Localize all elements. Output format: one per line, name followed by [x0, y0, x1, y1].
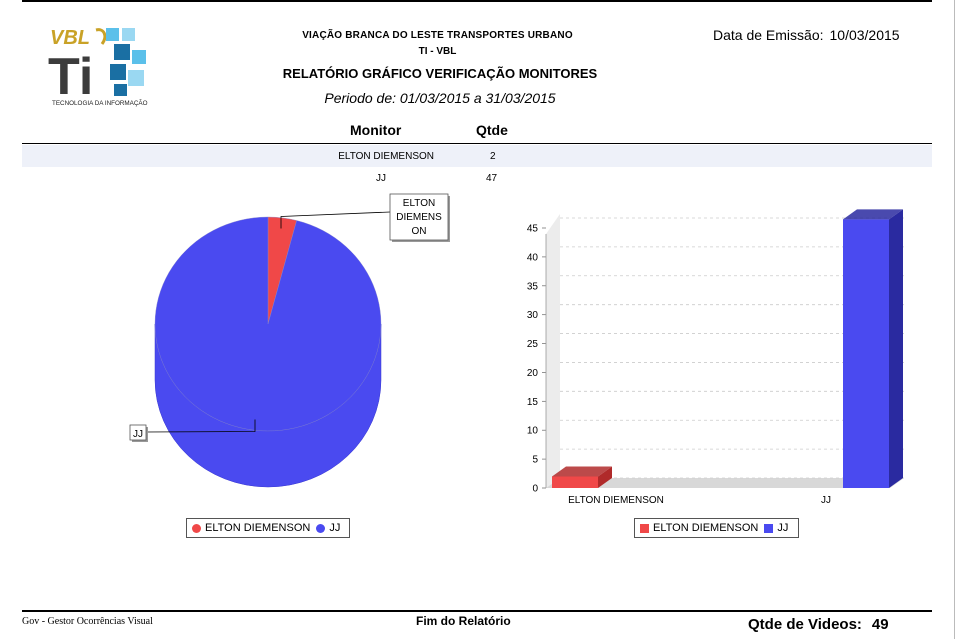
bar-y-tick-label: 25: [527, 339, 539, 350]
bar-2: [843, 209, 903, 489]
pie-label-text: JJ: [133, 429, 143, 440]
pie-label-text: ON: [412, 226, 427, 237]
bar-y-tick-label: 40: [527, 252, 539, 263]
department: TI - VBL: [418, 46, 457, 57]
pie-label-box: [389, 193, 449, 241]
issue-date-value: 10/03/2015: [829, 27, 900, 43]
bar-y-tick-label: 35: [527, 281, 539, 292]
table-row-2-monitor: JJ: [376, 173, 386, 184]
logo-mark: Ti: [48, 48, 93, 106]
legend-dot-icon: [316, 523, 326, 533]
bar-chart: 0 5 10 15 20 25 30 35 40 45 ELTON DIEMENSON JJ: [527, 209, 904, 506]
company-name: VIAÇÃO BRANCA DO LESTE TRANSPORTES URBAN…: [302, 30, 573, 41]
legend-square-icon: [640, 523, 649, 533]
bar-y-tick-label: 5: [532, 455, 538, 466]
table-row-1-monitor: ELTON DIEMENSON: [338, 151, 434, 162]
issue-date: Data de Emissão: 10/03/2015: [713, 27, 900, 43]
bar-legend-item-elton: ELTON DIEMENSON: [640, 522, 758, 534]
bar-front: [843, 219, 889, 489]
column-header-qtde: Qtde: [476, 122, 508, 138]
pie-label-box: [129, 424, 147, 441]
bar-y-tick-label: 10: [527, 426, 539, 437]
footer-rule: [22, 610, 932, 612]
table-row-2-qtde: 47: [486, 173, 498, 184]
pie-legend-item-elton: ELTON DIEMENSON: [192, 522, 310, 534]
bar-side: [598, 466, 612, 488]
table-header-rule: [22, 143, 932, 144]
logo-tagline: TECNOLOGIA DA INFORMAÇÃO: [52, 98, 148, 107]
table-row-1-qtde: 2: [490, 151, 496, 162]
pie-chart: ELTON DIEMENS ON JJ: [129, 193, 450, 488]
footer-system-name: Gov - Gestor Ocorrências Visual: [22, 616, 153, 627]
pie-label-leader-line: [280, 211, 391, 229]
bar-y-tick-label: 45: [527, 224, 539, 235]
bar-category-label: ELTON DIEMENSON: [568, 495, 664, 506]
pie-legend-item-jj: JJ: [316, 522, 340, 534]
bar-1: [552, 466, 612, 488]
bar-top: [552, 466, 612, 477]
pie-slice-2: [154, 216, 382, 432]
bar-front: [552, 476, 598, 488]
logo-swoosh-icon: [95, 28, 107, 45]
bar-category-label: JJ: [821, 495, 831, 506]
bar-legend: ELTON DIEMENSON JJ: [634, 518, 799, 538]
bar-side: [889, 209, 903, 489]
bar-y-tick-label: 15: [527, 397, 539, 408]
logo-brand: VBL: [50, 27, 90, 49]
table-row-band: [22, 145, 932, 167]
footer-end-of-report: Fim do Relatório: [416, 614, 511, 628]
pie-legend: ELTON DIEMENSON JJ: [186, 518, 350, 538]
column-header-monitor: Monitor: [350, 122, 402, 138]
footer-total-value: 49: [871, 616, 889, 633]
vbl-ti-logo: VBL Ti TECNOLOGIA DA INFORMAÇÃO: [48, 27, 148, 107]
bar-y-tick-label: 30: [527, 310, 539, 321]
issue-date-label: Data de Emissão:: [713, 27, 824, 43]
bar-y-tick-label: 20: [527, 368, 539, 379]
bar-legend-item-jj: JJ: [764, 522, 788, 534]
legend-dot-icon: [192, 523, 201, 533]
bar-floor: [546, 478, 904, 488]
report-title: RELATÓRIO GRÁFICO VERIFICAÇÃO MONITORES: [282, 66, 598, 81]
report-period: Periodo de: 01/03/2015 a 31/03/2015: [324, 90, 556, 106]
page-top-border: [22, 0, 932, 2]
footer-total: Qtde de Videos: 49: [748, 616, 889, 633]
pie-label-text: DIEMENS: [396, 212, 442, 223]
bar-y-tick-label: 0: [532, 484, 538, 495]
page-right-border: [954, 0, 955, 639]
pie-label-leader-line: [145, 419, 256, 433]
pie-label-1: ELTON DIEMENS ON: [280, 193, 450, 242]
footer-total-label: Qtde de Videos:: [748, 616, 862, 633]
legend-square-icon: [764, 523, 774, 533]
pie-label-text: ELTON: [403, 198, 435, 209]
bar-left-wall: [546, 214, 560, 488]
pie-label-2: JJ: [129, 419, 256, 442]
bar-top: [843, 209, 903, 220]
